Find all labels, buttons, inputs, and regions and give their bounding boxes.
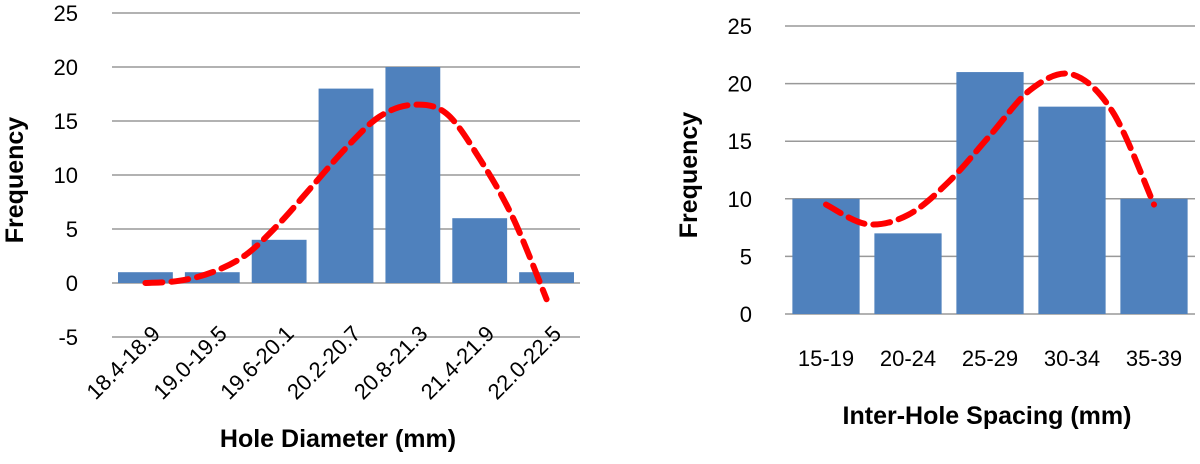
bar <box>184 272 240 283</box>
bar <box>519 272 574 283</box>
y-tick-label: 10 <box>728 187 752 212</box>
x-tick-label: 35-39 <box>1126 346 1182 371</box>
y-tick-label: 10 <box>54 163 78 188</box>
bar <box>874 233 942 314</box>
x-tick-label: 25-29 <box>962 346 1018 371</box>
y-tick-labels: 25 20 15 10 5 0 -5 <box>54 1 78 350</box>
x-axis-title: Hole Diameter (mm) <box>220 425 456 453</box>
x-axis-title: Inter-Hole Spacing (mm) <box>843 402 1132 430</box>
bar <box>1120 198 1188 314</box>
x-tick-labels: 15-19 20-24 25-29 30-34 35-39 <box>798 346 1182 371</box>
bar <box>452 218 508 283</box>
y-tick-label: 15 <box>54 109 78 134</box>
bars <box>792 72 1188 314</box>
y-tick-label: 5 <box>66 217 78 242</box>
bar <box>118 272 173 283</box>
x-tick-label: 30-34 <box>1044 346 1100 371</box>
trend-line <box>142 101 550 303</box>
x-tick-label: 15-19 <box>798 346 854 371</box>
y-tick-label: 25 <box>54 1 78 26</box>
y-tick-label: 5 <box>740 244 752 269</box>
y-tick-label: 20 <box>728 72 752 97</box>
y-tick-label: 25 <box>728 14 752 39</box>
y-tick-label: 0 <box>740 302 752 327</box>
y-tick-label: 0 <box>66 271 78 296</box>
y-axis-title: Frequency <box>1 117 29 244</box>
y-tick-label: -5 <box>58 325 78 350</box>
y-tick-labels: 25 20 15 10 5 0 <box>728 14 752 327</box>
bar <box>251 239 307 283</box>
bar <box>318 88 374 283</box>
y-axis-title: Frequency <box>675 112 703 239</box>
trend-lines <box>823 70 1157 228</box>
bar <box>385 67 441 283</box>
y-tick-label: 20 <box>54 55 78 80</box>
inter-hole-spacing-chart: 25 20 15 10 5 0 15-19 20-24 25-29 30-34 35-39 Fre… <box>675 14 1195 430</box>
x-tick-label: 20-24 <box>880 346 936 371</box>
x-tick-labels: 18.4-18.919.0-19.519.6-20.120.2-20.720.8… <box>82 321 567 404</box>
bar <box>1038 106 1106 314</box>
hole-diameter-chart: 25 20 15 10 5 0 -5 18.4-18.919.0-19.519.6-20.1… <box>1 1 580 453</box>
bars <box>118 67 574 283</box>
x-tick-label: 22.0-22.5 <box>483 321 566 404</box>
y-tick-label: 15 <box>728 129 752 154</box>
trend-lines <box>142 101 550 303</box>
trend-line <box>823 70 1157 228</box>
